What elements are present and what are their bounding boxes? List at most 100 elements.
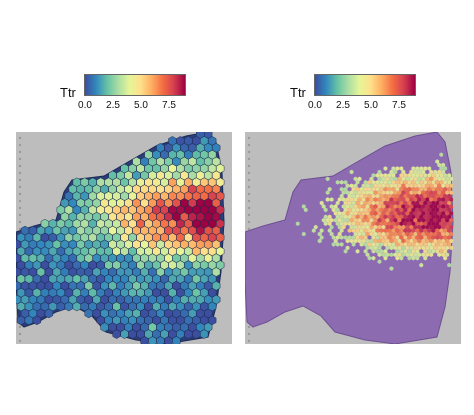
spot xyxy=(415,214,420,220)
spot xyxy=(395,207,400,213)
spot xyxy=(339,235,344,240)
spot xyxy=(447,200,452,206)
legend-tick xyxy=(315,96,316,100)
spot xyxy=(441,183,446,188)
spot xyxy=(397,204,402,209)
spot xyxy=(373,245,378,251)
spot xyxy=(411,249,416,254)
spot xyxy=(349,224,354,230)
spot xyxy=(44,308,54,319)
spot xyxy=(433,169,438,175)
spot xyxy=(365,211,370,216)
spot xyxy=(331,235,336,240)
spot xyxy=(441,238,446,244)
spot xyxy=(369,245,374,251)
spot xyxy=(389,169,394,175)
spot xyxy=(439,200,444,206)
spot xyxy=(387,228,392,233)
spot xyxy=(437,238,442,244)
spot xyxy=(417,245,422,251)
spot xyxy=(397,176,402,182)
spot xyxy=(445,218,450,223)
fiducial-dot xyxy=(18,171,22,175)
spot xyxy=(367,200,372,206)
legend-tick xyxy=(343,96,344,100)
spot xyxy=(411,166,416,171)
spot xyxy=(331,207,336,213)
spot xyxy=(120,329,129,339)
spot xyxy=(341,218,346,223)
spot xyxy=(369,197,374,202)
spot xyxy=(437,204,442,209)
spot xyxy=(425,224,430,230)
spot xyxy=(419,193,424,199)
spot xyxy=(64,301,73,312)
spot xyxy=(433,211,438,216)
spot xyxy=(377,245,382,251)
spot xyxy=(395,186,400,192)
fiducial-dot xyxy=(247,171,251,175)
spot xyxy=(439,221,444,226)
spot xyxy=(445,183,450,188)
spot xyxy=(385,231,390,237)
spot xyxy=(419,228,424,233)
spot xyxy=(369,224,374,230)
spot xyxy=(379,173,384,178)
spot xyxy=(325,218,330,223)
spot xyxy=(443,235,448,240)
spot xyxy=(317,238,322,244)
spot xyxy=(391,221,396,226)
spot xyxy=(435,214,440,220)
spot xyxy=(373,211,378,216)
spot xyxy=(401,197,406,202)
spot xyxy=(411,200,416,206)
spot xyxy=(449,211,454,216)
fiducial-dot xyxy=(247,339,251,343)
spot xyxy=(423,186,428,192)
spot xyxy=(403,193,408,199)
spot xyxy=(401,169,406,175)
spot xyxy=(431,249,436,254)
spot xyxy=(413,204,418,209)
fiducial-dot xyxy=(18,227,22,231)
spot xyxy=(429,238,434,244)
spot xyxy=(393,211,398,216)
spot xyxy=(431,180,436,185)
spot xyxy=(355,235,360,240)
spot xyxy=(401,231,406,237)
spot xyxy=(375,180,380,185)
spot xyxy=(431,173,436,178)
spot xyxy=(359,214,364,220)
spot xyxy=(393,169,398,175)
spot xyxy=(319,235,324,240)
legend-tick-label: 7.5 xyxy=(392,100,406,111)
spot xyxy=(441,252,446,257)
spot xyxy=(329,231,334,237)
spot xyxy=(427,173,432,178)
fiducial-dot xyxy=(18,325,22,329)
spot xyxy=(363,180,368,185)
spot xyxy=(367,207,372,213)
spot xyxy=(435,186,440,192)
spot xyxy=(371,255,376,261)
spot xyxy=(407,193,412,199)
fiducial-dot xyxy=(247,220,251,224)
spot xyxy=(369,204,374,209)
spot xyxy=(323,214,328,220)
spot xyxy=(433,238,438,244)
spot xyxy=(421,176,426,182)
spot xyxy=(361,197,366,202)
spot xyxy=(417,169,422,175)
spot xyxy=(369,176,374,182)
spot xyxy=(409,176,414,182)
spot xyxy=(345,211,350,216)
spot xyxy=(301,204,306,209)
spot xyxy=(353,224,358,230)
spot xyxy=(369,211,374,216)
spot xyxy=(421,169,426,175)
spot xyxy=(437,245,442,251)
spot xyxy=(447,242,452,247)
spot xyxy=(357,197,362,202)
legend-tick-label: 0.0 xyxy=(308,100,322,111)
legend-tick xyxy=(141,96,142,100)
